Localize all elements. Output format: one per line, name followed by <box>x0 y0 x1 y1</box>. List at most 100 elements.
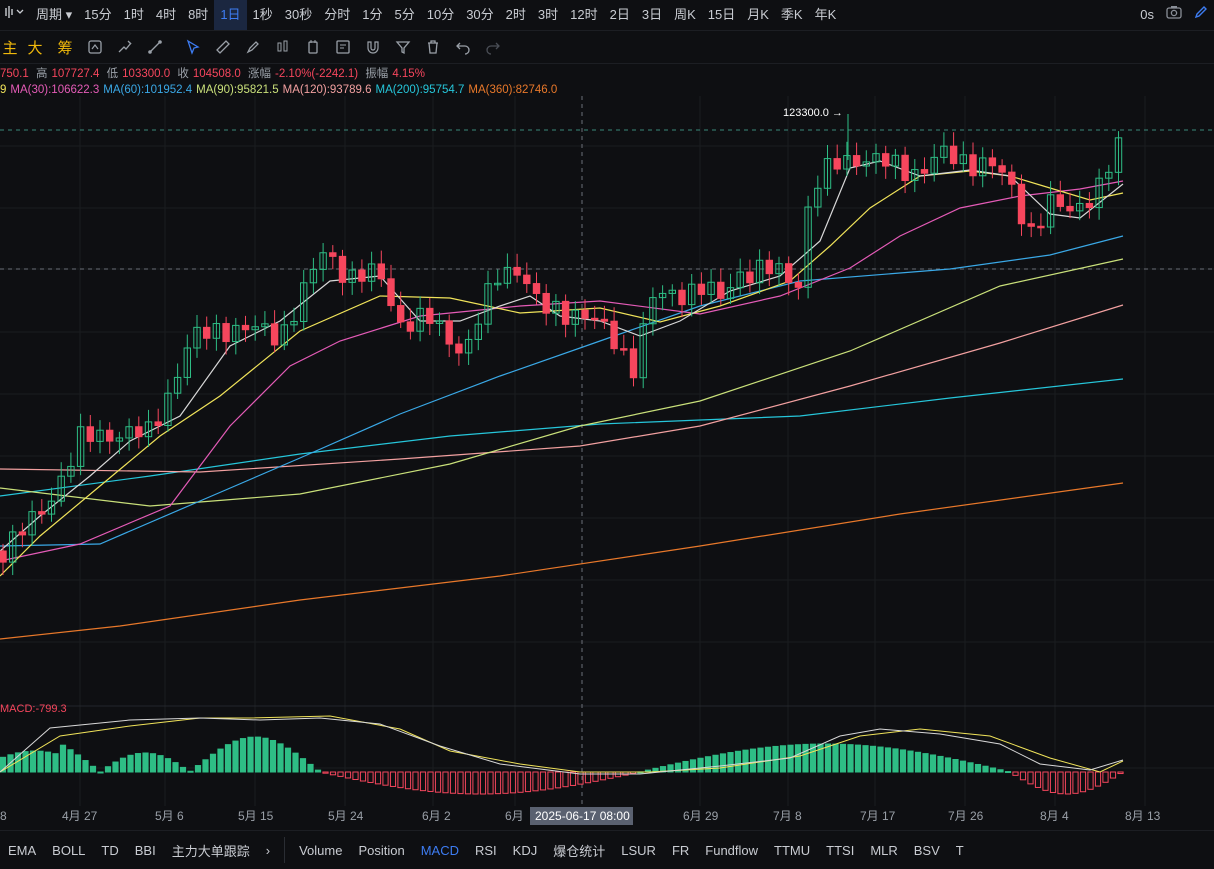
candle-body <box>232 324 240 343</box>
sub-indicator-1[interactable]: Position <box>358 842 405 858</box>
interval-4[interactable]: 8时 <box>188 7 209 22</box>
main-indicator-button[interactable]: 主 <box>2 39 18 57</box>
select-tool-icon[interactable] <box>178 32 208 62</box>
macd-bar <box>1064 771 1072 795</box>
settings-icon[interactable] <box>80 32 110 62</box>
indicator-bar: EMA BOLL TD BBI 主力大单跟踪 › Volume Position MACD R… <box>0 830 1214 869</box>
candle-body <box>290 320 298 326</box>
measure-icon[interactable] <box>298 32 328 62</box>
interval-16[interactable]: 2日 <box>609 7 630 22</box>
macd-bar <box>967 762 974 773</box>
interval-1[interactable]: 15分 <box>84 7 112 22</box>
macd-bar <box>524 771 532 793</box>
interval-11[interactable]: 10分 <box>426 7 455 22</box>
macd-bar <box>254 736 262 773</box>
sub-indicator-8[interactable]: Fundflow <box>705 842 759 858</box>
candle-body <box>988 157 997 167</box>
interval-6[interactable]: 1秒 <box>252 7 273 22</box>
macd-bar <box>89 765 97 773</box>
interval-5[interactable]: 1日 <box>214 0 247 30</box>
candle-body <box>814 187 822 208</box>
interval-14[interactable]: 3时 <box>537 7 559 22</box>
sub-indicator-7[interactable]: FR <box>671 842 690 858</box>
chevron-right-icon[interactable]: › <box>265 842 271 858</box>
macd-bar <box>1042 771 1049 791</box>
interval-22[interactable]: 年K <box>814 7 837 22</box>
sub-indicator-6[interactable]: LSUR <box>621 842 656 858</box>
ruler-icon[interactable] <box>208 32 238 62</box>
ma60-line <box>0 235 1124 547</box>
filter-icon[interactable] <box>388 32 418 62</box>
sub-indicator-3[interactable]: RSI <box>475 842 497 858</box>
candle-body <box>591 317 599 321</box>
candle-body <box>28 511 36 536</box>
interval-0[interactable]: 周期 ▾ <box>36 7 73 22</box>
ma-label-2: MA(60):101952.4 <box>103 84 193 96</box>
candle-body <box>115 437 124 442</box>
macd-bar <box>554 771 562 789</box>
chip-distribution-button[interactable]: 筹 <box>57 39 73 57</box>
macd-bar <box>292 752 299 773</box>
trash-icon[interactable] <box>418 32 448 62</box>
sub-indicator-13[interactable]: T <box>955 842 964 858</box>
candle-body <box>755 259 764 284</box>
candle-body <box>532 283 541 294</box>
magnet-icon[interactable] <box>358 32 388 62</box>
interval-13[interactable]: 2时 <box>505 7 526 22</box>
sub-indicator-12[interactable]: BSV <box>913 842 940 858</box>
macd-bar <box>1117 771 1124 775</box>
candle-body <box>1056 194 1064 207</box>
candle-body <box>280 324 289 346</box>
sub-indicator-0[interactable]: Volume <box>299 842 343 858</box>
candlestick-chart[interactable]: 123300.0 → MACD:-799.3 8 4月 27 5月 6 5月 15 5月 2… <box>0 96 1214 830</box>
macd-bar <box>982 765 989 773</box>
interval-19[interactable]: 15日 <box>707 7 736 22</box>
main-indicator-0[interactable]: EMA <box>8 842 37 858</box>
sub-indicator-11[interactable]: MLR <box>870 842 898 858</box>
candle-tool-icon[interactable] <box>268 32 298 62</box>
main-indicator-4[interactable]: 主力大单跟踪 <box>171 843 250 859</box>
interval-12[interactable]: 30分 <box>466 7 494 22</box>
interval-15[interactable]: 12时 <box>570 7 598 22</box>
edit-icon[interactable] <box>1188 0 1214 30</box>
sub-indicator-5[interactable]: 爆仓统计 <box>553 843 606 859</box>
macd-bar <box>689 759 697 773</box>
macd-bar <box>262 737 269 773</box>
candle-body <box>697 283 706 295</box>
sub-indicator-4[interactable]: KDJ <box>512 842 538 858</box>
interval-20[interactable]: 月K <box>747 7 769 22</box>
big-order-button[interactable]: 大 <box>27 39 43 57</box>
interval-8[interactable]: 分时 <box>324 7 351 22</box>
interval-2[interactable]: 1时 <box>123 7 144 22</box>
macd-bar <box>974 763 982 773</box>
brush-icon[interactable] <box>238 32 268 62</box>
sub-indicator-9[interactable]: TTMU <box>774 842 811 858</box>
interval-9[interactable]: 1分 <box>362 7 383 22</box>
indicator-icon[interactable] <box>110 32 140 62</box>
main-indicator-1[interactable]: BOLL <box>52 842 86 858</box>
macd-bar <box>1072 771 1079 794</box>
line-draw-icon[interactable] <box>140 32 170 62</box>
interval-10[interactable]: 5分 <box>394 7 415 22</box>
candle-body <box>940 145 948 158</box>
x-axis-label: 6月 2 <box>422 809 451 823</box>
change-value: -2.10%(-2242.1) <box>275 68 359 80</box>
chart-type-icon[interactable] <box>0 0 30 30</box>
sub-indicator-10[interactable]: TTSI <box>826 842 855 858</box>
undo-icon[interactable] <box>448 32 478 62</box>
redo-icon[interactable] <box>478 32 508 62</box>
note-icon[interactable] <box>328 32 358 62</box>
sub-indicator-2[interactable]: MACD <box>420 842 459 858</box>
macd-bar <box>907 750 914 773</box>
main-indicator-3[interactable]: BBI <box>134 842 156 858</box>
macd-bar <box>232 740 239 773</box>
interval-3[interactable]: 4时 <box>155 7 177 22</box>
interval-18[interactable]: 周K <box>674 7 696 22</box>
main-indicator-2[interactable]: TD <box>101 842 119 858</box>
camera-icon[interactable] <box>1160 0 1188 30</box>
macd-bar <box>374 771 382 785</box>
interval-17[interactable]: 3日 <box>641 7 663 22</box>
macd-bar <box>329 771 337 776</box>
interval-7[interactable]: 30秒 <box>284 7 313 22</box>
interval-21[interactable]: 季K <box>780 7 803 22</box>
